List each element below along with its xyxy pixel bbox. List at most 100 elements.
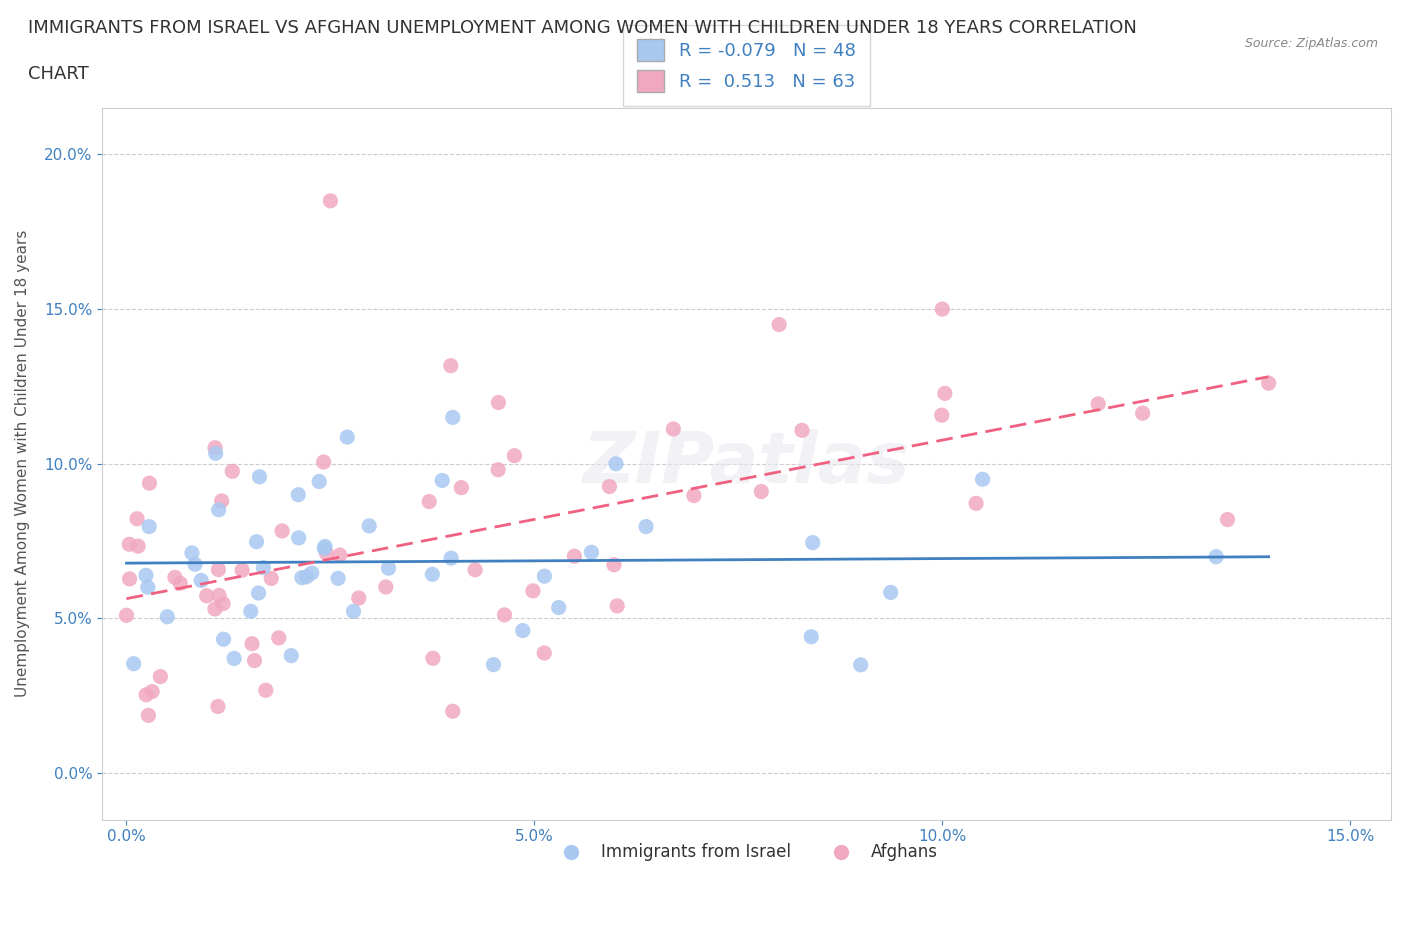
Point bbox=[768, 317, 790, 332]
Point bbox=[931, 407, 953, 422]
Point bbox=[662, 421, 685, 436]
Point bbox=[464, 563, 486, 578]
Point bbox=[308, 474, 330, 489]
Point bbox=[486, 462, 509, 477]
Point bbox=[494, 607, 516, 622]
Point bbox=[486, 395, 509, 410]
Point bbox=[931, 301, 953, 316]
Point bbox=[211, 494, 233, 509]
Point bbox=[441, 704, 464, 719]
Point bbox=[287, 487, 309, 502]
Point bbox=[315, 546, 337, 561]
Point bbox=[598, 479, 620, 494]
Point bbox=[547, 600, 569, 615]
Point bbox=[374, 579, 396, 594]
Point bbox=[239, 604, 262, 618]
Point bbox=[312, 455, 335, 470]
Point bbox=[118, 537, 141, 551]
Point bbox=[1205, 550, 1227, 565]
Point bbox=[156, 609, 179, 624]
Point bbox=[184, 557, 207, 572]
Point bbox=[326, 571, 349, 586]
Point bbox=[231, 563, 253, 578]
Point bbox=[254, 683, 277, 698]
Point bbox=[440, 358, 463, 373]
Point bbox=[880, 585, 903, 600]
Point bbox=[260, 571, 283, 586]
Point bbox=[243, 653, 266, 668]
Point bbox=[245, 535, 267, 550]
Point bbox=[430, 473, 453, 488]
Point bbox=[212, 631, 235, 646]
Point bbox=[204, 445, 226, 460]
Point bbox=[204, 602, 226, 617]
Point bbox=[606, 599, 628, 614]
Point bbox=[849, 658, 872, 672]
Point bbox=[136, 579, 159, 594]
Point bbox=[212, 596, 235, 611]
Point bbox=[280, 648, 302, 663]
Point bbox=[441, 410, 464, 425]
Point bbox=[347, 591, 370, 605]
Point bbox=[301, 565, 323, 580]
Text: IMMIGRANTS FROM ISRAEL VS AFGHAN UNEMPLOYMENT AMONG WOMEN WITH CHILDREN UNDER 18: IMMIGRANTS FROM ISRAEL VS AFGHAN UNEMPLO… bbox=[28, 19, 1137, 36]
Point bbox=[240, 636, 263, 651]
Point bbox=[180, 546, 202, 561]
Point bbox=[965, 496, 987, 511]
Point bbox=[115, 608, 138, 623]
Point bbox=[603, 557, 626, 572]
Point bbox=[149, 670, 172, 684]
Point bbox=[208, 588, 231, 603]
Point bbox=[125, 512, 148, 526]
Point bbox=[1216, 512, 1239, 527]
Point bbox=[342, 604, 364, 618]
Point bbox=[972, 472, 994, 486]
Text: Source: ZipAtlas.com: Source: ZipAtlas.com bbox=[1244, 37, 1378, 50]
Point bbox=[135, 568, 157, 583]
Point bbox=[790, 423, 813, 438]
Point bbox=[138, 519, 160, 534]
Point bbox=[422, 651, 444, 666]
Point bbox=[267, 631, 290, 645]
Text: CHART: CHART bbox=[28, 65, 89, 83]
Point bbox=[336, 430, 359, 445]
Point bbox=[359, 518, 381, 533]
Point bbox=[208, 502, 231, 517]
Point bbox=[118, 571, 141, 586]
Point bbox=[377, 561, 399, 576]
Point bbox=[169, 576, 191, 591]
Point bbox=[207, 699, 229, 714]
Point bbox=[634, 519, 657, 534]
Point bbox=[329, 548, 352, 563]
Point bbox=[420, 567, 443, 582]
Point bbox=[291, 570, 314, 585]
Point bbox=[482, 658, 505, 672]
Point bbox=[533, 569, 555, 584]
Point bbox=[221, 464, 243, 479]
Point bbox=[222, 651, 245, 666]
Y-axis label: Unemployment Among Women with Children Under 18 years: Unemployment Among Women with Children U… bbox=[15, 230, 30, 698]
Text: ZIPatlas: ZIPatlas bbox=[583, 430, 910, 498]
Point bbox=[204, 440, 226, 455]
Point bbox=[247, 586, 270, 601]
Point bbox=[581, 545, 603, 560]
Point bbox=[314, 539, 336, 554]
Point bbox=[271, 524, 294, 538]
Point bbox=[533, 645, 555, 660]
Point bbox=[195, 589, 218, 604]
Point bbox=[138, 708, 160, 723]
Point bbox=[800, 630, 823, 644]
Point bbox=[163, 570, 186, 585]
Point bbox=[1132, 405, 1154, 420]
Point bbox=[252, 560, 274, 575]
Point bbox=[141, 684, 163, 699]
Point bbox=[512, 623, 534, 638]
Point bbox=[564, 549, 586, 564]
Point bbox=[127, 538, 149, 553]
Point bbox=[605, 457, 627, 472]
Point bbox=[122, 657, 145, 671]
Point bbox=[503, 448, 526, 463]
Point bbox=[249, 470, 271, 485]
Point bbox=[207, 562, 229, 577]
Point bbox=[287, 530, 309, 545]
